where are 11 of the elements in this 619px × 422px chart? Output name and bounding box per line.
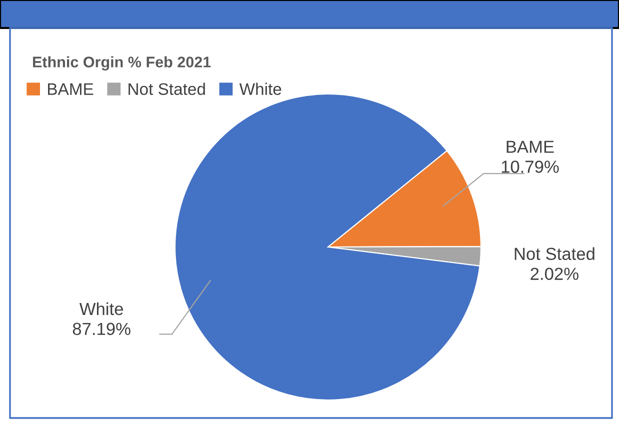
legend-label: White [239,82,282,95]
slice-label: Not Stated [514,247,594,260]
legend-label: Not Stated [128,82,205,95]
data-label: 2.02% [530,268,578,280]
slice-label: BAME [506,140,554,153]
legend-label: BAME [48,83,94,95]
pie-slice [174,93,480,401]
slice-label: White [79,302,123,316]
data-label: 10.79% [502,160,559,173]
data-label: 87.19% [72,322,130,336]
chart-title: Ethnic Orgin % Feb 2021 [33,56,211,71]
